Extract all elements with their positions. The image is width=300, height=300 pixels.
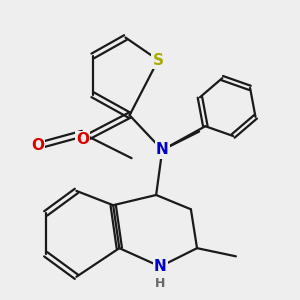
Text: O: O bbox=[31, 138, 44, 153]
Text: N: N bbox=[156, 142, 169, 158]
Text: O: O bbox=[76, 132, 89, 147]
Text: S: S bbox=[153, 52, 164, 68]
Text: H: H bbox=[155, 277, 165, 290]
Text: N: N bbox=[154, 259, 167, 274]
